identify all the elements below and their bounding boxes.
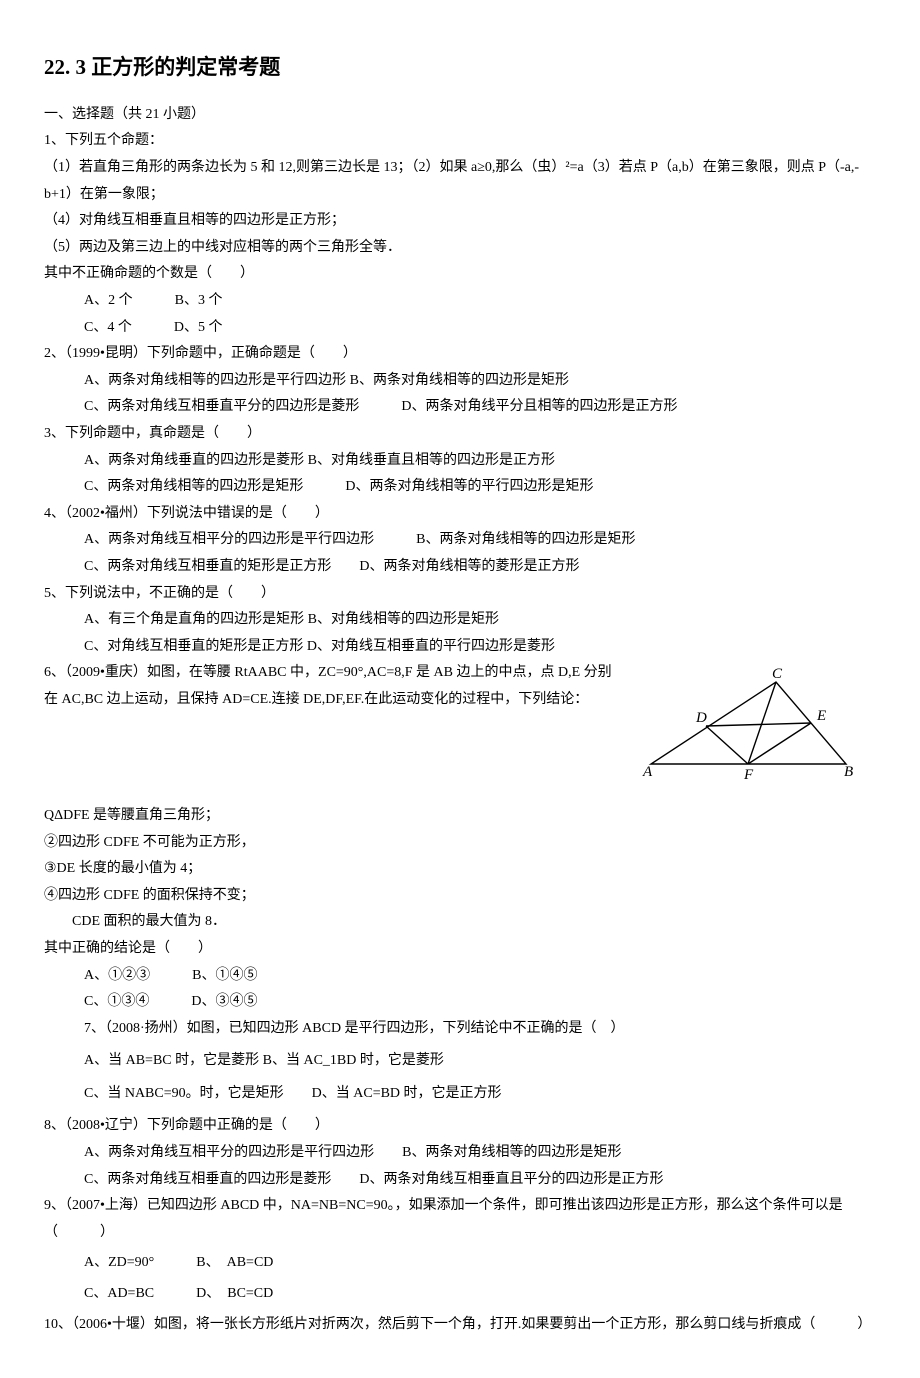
q9-opt-ab: A、ZD=90° B、 AB=CD bbox=[44, 1250, 876, 1277]
q5-opt-cd: C、对角线互相垂直的矩形是正方形 D、对角线互相垂直的平行四边形是菱形 bbox=[44, 634, 876, 661]
q1-p4: （4）对角线互相垂直且相等的四边形是正方形； bbox=[44, 208, 876, 235]
q6-figure: A B C D E F bbox=[636, 664, 866, 797]
fig-label-b: B bbox=[844, 764, 853, 780]
q1-opt-ab: A、2 个 B、3 个 bbox=[44, 288, 876, 315]
q8-opt-cd: C、两条对角线互相垂直的四边形是菱形 D、两条对角线互相垂直且平分的四边形是正方… bbox=[44, 1167, 876, 1194]
q6-opt-cd: C、①③④ D、③④⑤ bbox=[44, 989, 876, 1016]
q8-opt-ab: A、两条对角线互相平分的四边形是平行四边形 B、两条对角线相等的四边形是矩形 bbox=[44, 1140, 876, 1167]
q3-stem: 3、下列命题中，真命题是（ ） bbox=[44, 421, 876, 448]
q7-opt-ab: A、当 AB=BC 时，它是菱形 B、当 AC_1BD 时，它是菱形 bbox=[44, 1048, 876, 1075]
q6-ask: 其中正确的结论是（ ） bbox=[44, 936, 876, 963]
section-heading: 一、选择题（共 21 小题） bbox=[44, 102, 876, 129]
q6-opt-ab: A、①②③ B、①④⑤ bbox=[44, 963, 876, 990]
q4-opt-cd: C、两条对角线互相垂直的矩形是正方形 D、两条对角线相等的菱形是正方形 bbox=[44, 554, 876, 581]
q2-stem: 2、（1999•昆明）下列命题中，正确命题是（ ） bbox=[44, 341, 876, 368]
q6-s1: QΔDFE 是等腰直角三角形； bbox=[44, 803, 876, 830]
q6-s3: ③DE 长度的最小值为 4； bbox=[44, 856, 876, 883]
q1-p1: （1）若直角三角形的两条边长为 5 和 12,则第三边长是 13；（2）如果 a… bbox=[44, 155, 876, 208]
q1-p5: （5）两边及第三边上的中线对应相等的两个三角形全等． bbox=[44, 235, 876, 262]
q6-s4: ④四边形 CDFE 的面积保持不变； bbox=[44, 883, 876, 910]
q4-opt-ab: A、两条对角线互相平分的四边形是平行四边形 B、两条对角线相等的四边形是矩形 bbox=[44, 527, 876, 554]
page-title: 22. 3 正方形的判定常考题 bbox=[44, 48, 876, 88]
q7-opt-cd: C、当 NABC=90。时，它是矩形 D、当 AC=BD 时，它是正方形 bbox=[44, 1081, 876, 1108]
q1-opt-cd: C、4 个 D、5 个 bbox=[44, 315, 876, 342]
q5-opt-ab: A、有三个角是直角的四边形是矩形 B、对角线相等的四边形是矩形 bbox=[44, 607, 876, 634]
q10-stem: 10、（2006•十堰）如图，将一张长方形纸片对折两次，然后剪下一个角，打开.如… bbox=[44, 1312, 876, 1339]
q4-stem: 4、（2002•福州）下列说法中错误的是（ ） bbox=[44, 501, 876, 528]
q1-stem: 1、下列五个命题： bbox=[44, 128, 876, 155]
q6-s5: CDE 面积的最大值为 8． bbox=[44, 909, 876, 936]
fig-label-d: D bbox=[695, 710, 707, 726]
q1-ask: 其中不正确命题的个数是（ ） bbox=[44, 261, 876, 288]
q9-opt-cd: C、AD=BC D、 BC=CD bbox=[44, 1281, 876, 1308]
fig-label-f: F bbox=[743, 767, 754, 783]
triangle-figure-svg: A B C D E F bbox=[636, 664, 866, 786]
q8-stem: 8、（2008•辽宁）下列命题中正确的是（ ） bbox=[44, 1113, 876, 1140]
fig-label-a: A bbox=[642, 764, 653, 780]
q5-stem: 5、下列说法中，不正确的是（ ） bbox=[44, 581, 876, 608]
q9-stem: 9、（2007•上海）已知四边形 ABCD 中，NA=NB=NC=90。，如果添… bbox=[44, 1193, 876, 1246]
q6-s2: ②四边形 CDFE 不可能为正方形， bbox=[44, 830, 876, 857]
q3-opt-cd: C、两条对角线相等的四边形是矩形 D、两条对角线相等的平行四边形是矩形 bbox=[44, 474, 876, 501]
q2-opt-ab: A、两条对角线相等的四边形是平行四边形 B、两条对角线相等的四边形是矩形 bbox=[44, 368, 876, 395]
q7-stem: 7、（2008·扬州）如图，已知四边形 ABCD 是平行四边形，下列结论中不正确… bbox=[44, 1016, 876, 1043]
q3-opt-ab: A、两条对角线垂直的四边形是菱形 B、对角线垂直且相等的四边形是正方形 bbox=[44, 448, 876, 475]
fig-label-e: E bbox=[816, 708, 826, 724]
fig-label-c: C bbox=[772, 666, 783, 682]
q2-opt-cd: C、两条对角线互相垂直平分的四边形是菱形 D、两条对角线平分且相等的四边形是正方… bbox=[44, 394, 876, 421]
